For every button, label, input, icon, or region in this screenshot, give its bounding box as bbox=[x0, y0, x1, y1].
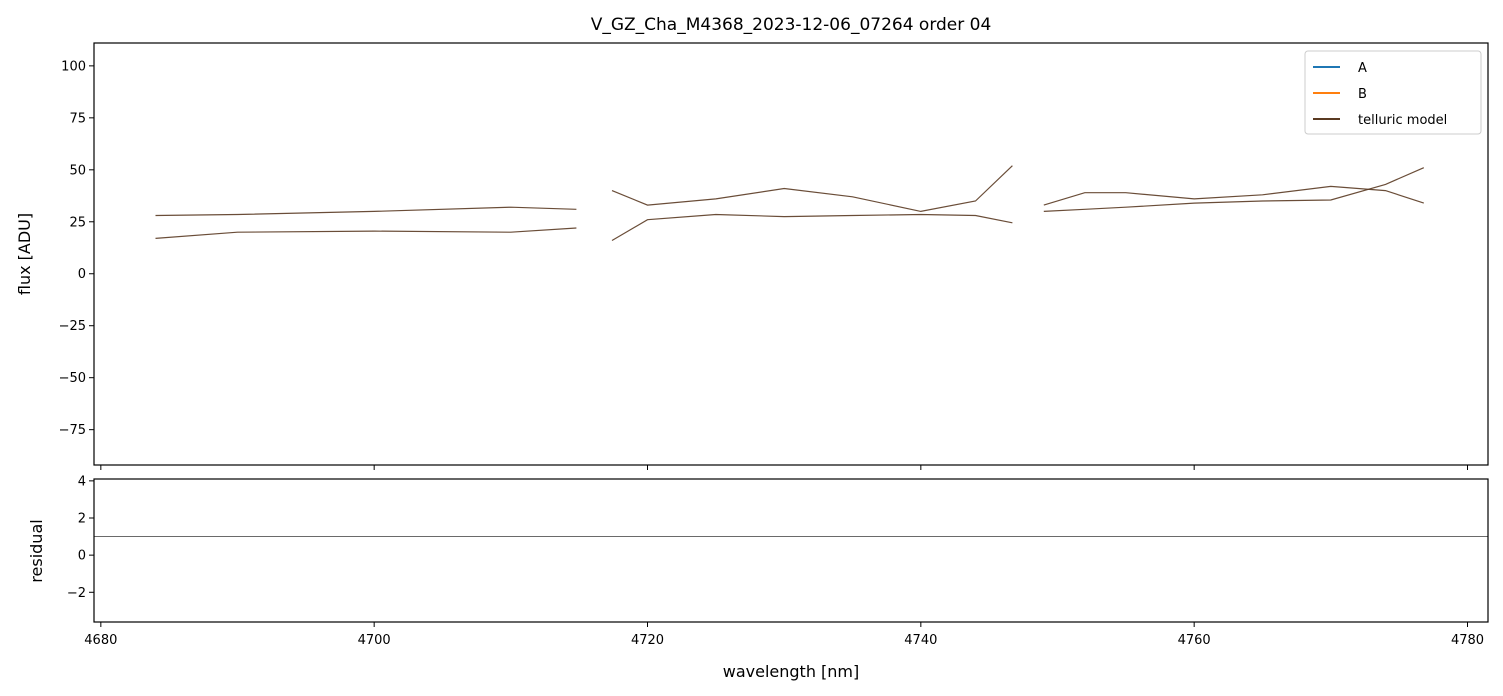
main-y-axis-label: flux [ADU] bbox=[15, 213, 34, 295]
legend-label-b: B bbox=[1358, 87, 1367, 102]
x-axis-label: wavelength [nm] bbox=[723, 662, 860, 681]
x-tick-label: 4780 bbox=[1451, 633, 1484, 648]
main-y-tick-label: 75 bbox=[69, 111, 86, 126]
telluric-model-lower-segment-3 bbox=[1043, 167, 1425, 212]
main-y-tick-label: −25 bbox=[59, 319, 86, 334]
telluric-model-upper-segment-2 bbox=[611, 165, 1013, 213]
residual-panel: 420−2 4680 4700 4720 4740 4760 4780 residual … bbox=[27, 474, 1489, 681]
telluric-model-upper-segment-1 bbox=[155, 206, 577, 217]
main-y-tick-label: 100 bbox=[61, 59, 86, 74]
residual-y-tick-label: −2 bbox=[67, 586, 86, 601]
x-tick-label: 4700 bbox=[358, 633, 391, 648]
main-y-tick-label: 25 bbox=[69, 215, 86, 230]
chart-title: V_GZ_Cha_M4368_2023-12-06_07264 order 04 bbox=[591, 15, 992, 35]
x-tick-label: 4760 bbox=[1178, 633, 1211, 648]
x-tick-label: 4680 bbox=[84, 633, 117, 648]
legend: A B telluric model bbox=[1304, 50, 1482, 135]
x-tick-label: 4740 bbox=[904, 633, 937, 648]
legend-label-a: A bbox=[1358, 61, 1367, 76]
legend-label-telluric: telluric model bbox=[1358, 113, 1447, 128]
residual-y-tick-label: 4 bbox=[78, 474, 86, 489]
main-y-tick-label: 0 bbox=[78, 267, 86, 282]
legend-box bbox=[1304, 50, 1482, 135]
telluric-model-lower-segment-1 bbox=[155, 227, 577, 239]
residual-y-tick-label: 0 bbox=[78, 549, 86, 564]
residual-y-axis-label: residual bbox=[27, 519, 46, 582]
main-panel: 100 75 50 25 0 −25 −50 −75 flux [ADU] A B tellu… bbox=[15, 42, 1489, 470]
residual-plot-frame bbox=[93, 478, 1489, 623]
residual-y-tick-label: 2 bbox=[78, 512, 86, 527]
telluric-model-lower-segment-2 bbox=[611, 213, 1013, 242]
main-y-tick-label: −75 bbox=[59, 423, 86, 438]
telluric-model-upper-segment-3 bbox=[1043, 185, 1424, 206]
x-tick-label: 4720 bbox=[631, 633, 664, 648]
main-plot-frame bbox=[93, 42, 1489, 466]
main-y-tick-label: 50 bbox=[69, 163, 86, 178]
main-y-tick-label: −50 bbox=[59, 371, 86, 386]
